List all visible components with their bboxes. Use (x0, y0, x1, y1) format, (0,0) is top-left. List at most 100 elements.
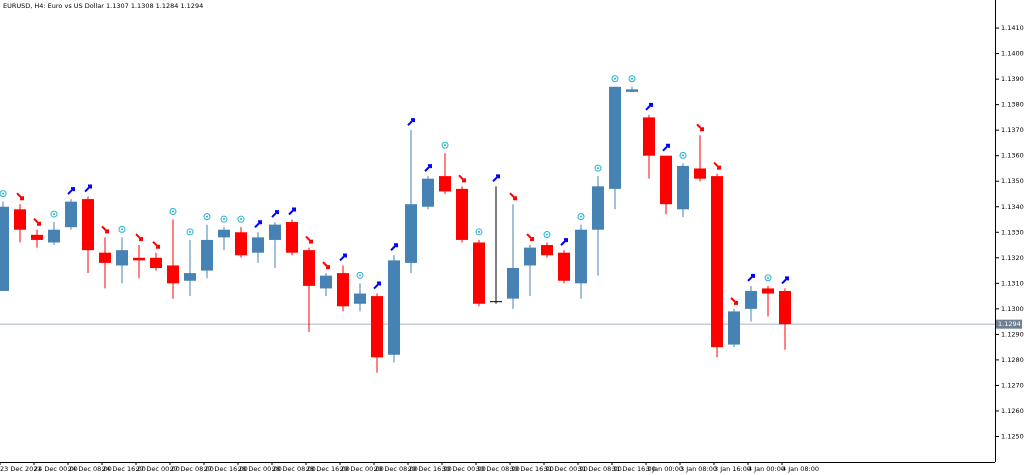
signal-neutral (611, 75, 619, 83)
candle-body (490, 301, 502, 303)
x-tick-label: 31 Dec 16:00 (612, 465, 656, 473)
x-tick-label: 24 Dec 08:00 (68, 465, 112, 473)
signal-neutral (764, 274, 772, 282)
x-tick-label: 3 Jan 00:00 (646, 465, 683, 473)
candle-body (48, 229, 60, 243)
signal-neutral-dot (597, 167, 599, 170)
candle-body (626, 89, 638, 92)
y-tick-label: 1.1320 (1001, 254, 1024, 262)
candle-body (558, 252, 570, 281)
signal-up (407, 118, 415, 126)
x-tick-label: 3 Jan 08:00 (680, 465, 717, 473)
x-tick-label: 28 Dec 16:00 (306, 465, 350, 473)
signal-neutral (220, 215, 228, 223)
signal-neutral-dot (172, 210, 174, 213)
signal-up (781, 276, 789, 285)
candle-body (592, 186, 604, 230)
candle-body (133, 257, 145, 261)
candle-body (320, 275, 332, 289)
signal-neutral-dot (189, 230, 191, 233)
candle-body (694, 168, 706, 179)
signal-neutral (577, 213, 585, 221)
candle-body (643, 117, 655, 156)
x-tick-label: 27 Dec 16:00 (204, 465, 248, 473)
signal-neutral-dot (682, 154, 684, 157)
candle-body (660, 155, 672, 205)
candle-body (337, 273, 349, 307)
signal-down (152, 240, 160, 249)
candle-body (779, 290, 791, 325)
candle-body (218, 229, 230, 238)
candle-body (524, 247, 536, 266)
signal-down (33, 218, 41, 226)
candle-body (541, 245, 553, 256)
candle-body (405, 204, 417, 263)
x-tick-label: 30 Dec 16:00 (510, 465, 554, 473)
x-tick-label: 24 Dec 16:00 (102, 465, 146, 473)
signal-neutral (50, 210, 58, 218)
signal-up (560, 238, 568, 246)
signal-neutral (543, 230, 551, 238)
signal-neutral (118, 225, 126, 233)
y-tick-label: 1.1250 (1001, 432, 1024, 440)
signal-neutral-dot (223, 218, 225, 221)
signal-down (322, 261, 330, 270)
candle-body (762, 288, 774, 294)
candle-body (65, 201, 77, 228)
candle-body (473, 242, 485, 304)
signal-up (373, 281, 381, 290)
signal-neutral-dot (580, 215, 582, 218)
signal-neutral (475, 228, 483, 236)
y-tick-label: 1.1300 (1001, 305, 1024, 313)
signal-down (16, 192, 24, 201)
signal-up (339, 253, 347, 262)
signal-down (101, 225, 109, 234)
x-tick-label: 24 Dec 00:00 (34, 465, 78, 473)
candle-body (728, 311, 740, 345)
signal-neutral (594, 164, 602, 172)
candle-body (507, 268, 519, 299)
signal-neutral-dot (53, 213, 55, 216)
signal-down (713, 161, 721, 170)
candle-body (371, 296, 383, 358)
signal-neutral-dot (546, 233, 548, 236)
candle-body (711, 176, 723, 348)
candle-body (0, 206, 9, 291)
y-tick-label: 1.1340 (1001, 203, 1024, 211)
candle-body (235, 232, 247, 256)
signal-up (645, 102, 653, 111)
signal-up (492, 174, 500, 183)
x-tick-label: 27 Dec 08:00 (170, 465, 214, 473)
candle-body (286, 222, 298, 253)
candle-body (116, 250, 128, 266)
signal-up (271, 210, 279, 218)
signal-neutral (203, 213, 211, 221)
last-price-box (996, 319, 1022, 329)
y-tick-label: 1.1400 (1001, 50, 1024, 58)
chart-title: EURUSD, H4: Euro vs US Dollar 1.1307 1.1… (3, 2, 203, 10)
signal-down (305, 235, 313, 244)
signal-neutral-dot (240, 218, 242, 221)
y-tick-label: 1.1370 (1001, 126, 1024, 134)
signal-neutral (169, 208, 177, 216)
candle-body (388, 260, 400, 355)
y-tick-label: 1.1280 (1001, 356, 1024, 364)
signal-neutral (441, 141, 449, 149)
signal-neutral-dot (359, 274, 361, 277)
signal-neutral-dot (2, 192, 4, 195)
x-tick-label: 28 Dec 00:00 (238, 465, 282, 473)
x-tick-label: 31 Dec 08:00 (578, 465, 622, 473)
signal-neutral (186, 228, 194, 236)
signal-neutral (679, 151, 687, 159)
y-tick-label: 1.1360 (1001, 152, 1024, 160)
y-tick-label: 1.1380 (1001, 101, 1024, 109)
x-tick-label: 30 Dec 08:00 (476, 465, 520, 473)
candle-body (167, 265, 179, 284)
signal-down (526, 233, 534, 242)
x-tick-label: 30 Dec 00:00 (442, 465, 486, 473)
signal-up (254, 220, 262, 228)
y-tick-label: 1.1410 (1001, 24, 1024, 32)
